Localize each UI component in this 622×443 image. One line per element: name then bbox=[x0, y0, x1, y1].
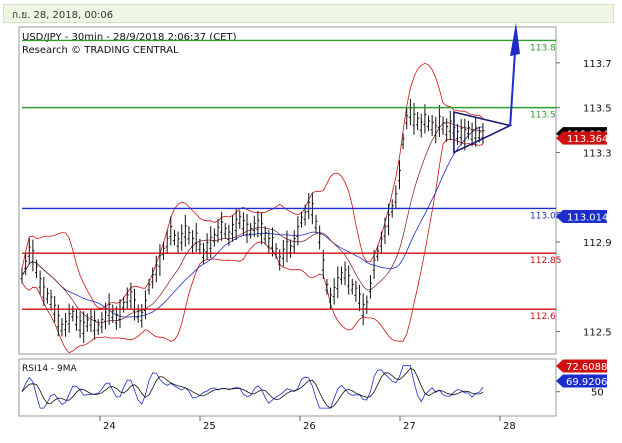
rsi-badges: 72.6088 69.9206 bbox=[556, 359, 607, 388]
ma-fast bbox=[21, 122, 484, 324]
x-tick-label: 25 bbox=[203, 421, 216, 432]
target-arrow-head bbox=[510, 22, 520, 57]
rsi-line bbox=[21, 365, 484, 409]
upper-band bbox=[21, 62, 484, 309]
rsi-lines: 50 bbox=[21, 365, 604, 409]
rsi-badge-text: 72.6088 bbox=[566, 362, 607, 373]
time-axis: 24 25 26 27 28 bbox=[99, 416, 516, 432]
price-badge-text: 113.364 bbox=[567, 134, 608, 145]
rsi-badge-69.9206 bbox=[563, 374, 607, 388]
y-tick-label: 112.5 bbox=[583, 328, 612, 339]
level-label-113.8: 113.8 bbox=[530, 43, 556, 53]
y-tick-label: 113.5 bbox=[583, 104, 612, 115]
y-tick-label: 113.3 bbox=[583, 148, 612, 159]
support-resistance-levels: 113.8 113.5 113.05 112.85 112.6 bbox=[22, 39, 562, 322]
price-badge-pointer bbox=[556, 209, 563, 223]
x-tick-label: 28 bbox=[503, 421, 516, 432]
level-label-113.05: 113.05 bbox=[530, 211, 562, 221]
date-text: ก.ย. 28, 2018, 00:06 bbox=[12, 10, 114, 21]
rsi-panel-frame bbox=[18, 358, 557, 417]
rsi-badge-pointer bbox=[556, 359, 563, 373]
price-badge-pointer bbox=[556, 131, 563, 145]
x-tick-label: 26 bbox=[303, 421, 316, 432]
target-arrow-line bbox=[509, 51, 516, 126]
chart-subtitle: Research © TRADING CENTRAL bbox=[22, 45, 179, 56]
y-tick-label: 112.9 bbox=[583, 238, 612, 249]
top-date-bar: ก.ย. 28, 2018, 00:06 bbox=[3, 4, 614, 23]
rsi-tick-label: 50 bbox=[591, 388, 604, 399]
triangle-pattern bbox=[453, 22, 520, 154]
lower-band bbox=[21, 138, 484, 354]
level-label-112.6: 112.6 bbox=[530, 312, 556, 322]
main-panel-frame bbox=[18, 26, 557, 355]
rsi-badge-72.6088 bbox=[563, 359, 607, 373]
rsi-badge-text: 69.9206 bbox=[566, 377, 607, 388]
level-label-112.85: 112.85 bbox=[530, 256, 562, 266]
price-axis: 113.7 113.5 113.3 112.9 112.5 bbox=[556, 59, 612, 339]
chart-title: USD/JPY - 30min - 28/9/2018 2:06:37 (CET… bbox=[22, 32, 237, 43]
rsi-ma-line bbox=[21, 367, 484, 409]
price-badge-text: 113.014 bbox=[567, 212, 608, 223]
rsi-badge-pointer bbox=[556, 374, 563, 388]
x-tick-label: 24 bbox=[103, 421, 116, 432]
level-label-113.5: 113.5 bbox=[530, 111, 556, 121]
y-tick-label: 113.7 bbox=[583, 59, 612, 70]
bollinger-bands bbox=[21, 62, 484, 354]
rsi-title: RSI14 - 9MA bbox=[22, 364, 78, 374]
price-badge-113.014 bbox=[563, 209, 607, 223]
x-tick-label: 27 bbox=[403, 421, 416, 432]
triangle-shape bbox=[453, 111, 513, 154]
price-badge-113.364 bbox=[563, 131, 607, 145]
